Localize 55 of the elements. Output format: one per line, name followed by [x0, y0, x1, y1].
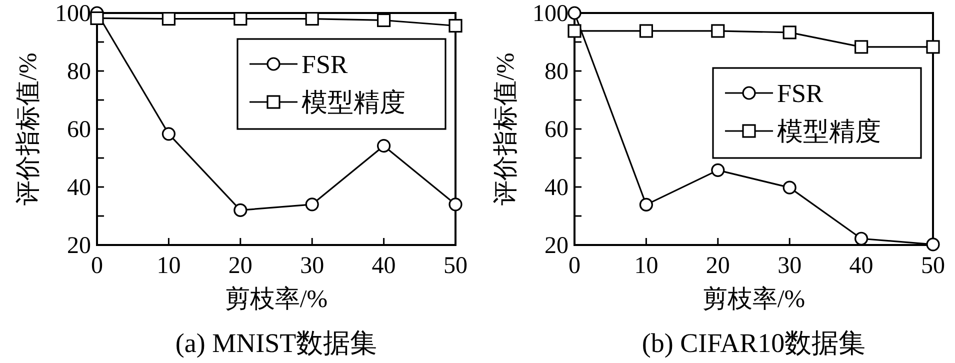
text: (b) CIFAR10数据集: [642, 328, 866, 358]
y-tick-label: 20: [67, 233, 91, 259]
point: [234, 203, 248, 217]
x-tick-label: 20: [706, 253, 730, 279]
x-axis-title: 剪枝率/%: [702, 285, 806, 313]
point: [162, 127, 176, 141]
point: [90, 11, 104, 26]
point: [568, 24, 582, 38]
text: (a) MNIST数据集: [175, 328, 378, 358]
point: [854, 40, 868, 54]
point: [639, 24, 653, 38]
y-tick-label: 80: [67, 59, 91, 85]
x-tick-label: 30: [778, 253, 802, 279]
point: [234, 12, 248, 26]
y-axis-title: 评价指标值/%: [15, 52, 42, 206]
point: [711, 163, 725, 177]
x-tick-label: 40: [372, 253, 396, 279]
point: [305, 12, 319, 26]
x-tick-label: 0: [568, 253, 580, 279]
y-tick-label: 80: [544, 59, 568, 85]
point: [377, 139, 391, 153]
y-tick-label: 40: [67, 175, 91, 201]
point: [782, 26, 796, 40]
x-tick-label: 0: [91, 253, 103, 279]
point: [377, 13, 391, 28]
point: [448, 18, 462, 33]
x-tick-label: 50: [444, 253, 468, 279]
x-axis-title: 剪枝率/%: [224, 285, 328, 313]
x-tick-label: 40: [849, 253, 874, 279]
y-tick-label: 100: [55, 1, 91, 27]
point: [162, 12, 176, 26]
point: [854, 232, 868, 246]
x-tick-label: 20: [228, 253, 252, 279]
y-tick-label: 40: [544, 175, 568, 201]
point: [639, 198, 653, 212]
x-tick-label: 50: [921, 253, 945, 279]
legend-label: 模型精度: [302, 88, 406, 117]
point: [305, 198, 319, 212]
point: [448, 198, 462, 212]
y-tick-label: 100: [532, 1, 568, 27]
legend-label: FSR: [777, 79, 824, 108]
point: [568, 6, 582, 20]
point: [711, 24, 725, 38]
x-tick-label: 30: [300, 253, 324, 279]
y-axis-title: 评价指标值/%: [492, 52, 520, 206]
point: [926, 238, 940, 252]
x-tick-label: 10: [156, 253, 181, 279]
legend-label: FSR: [302, 50, 348, 79]
y-tick-label: 60: [544, 117, 568, 143]
x-tick-label: 10: [634, 253, 658, 279]
point: [926, 40, 940, 54]
legend-label: 模型精度: [777, 117, 881, 146]
point: [782, 180, 796, 194]
y-tick-label: 60: [67, 117, 91, 143]
y-tick-label: 20: [544, 233, 568, 259]
